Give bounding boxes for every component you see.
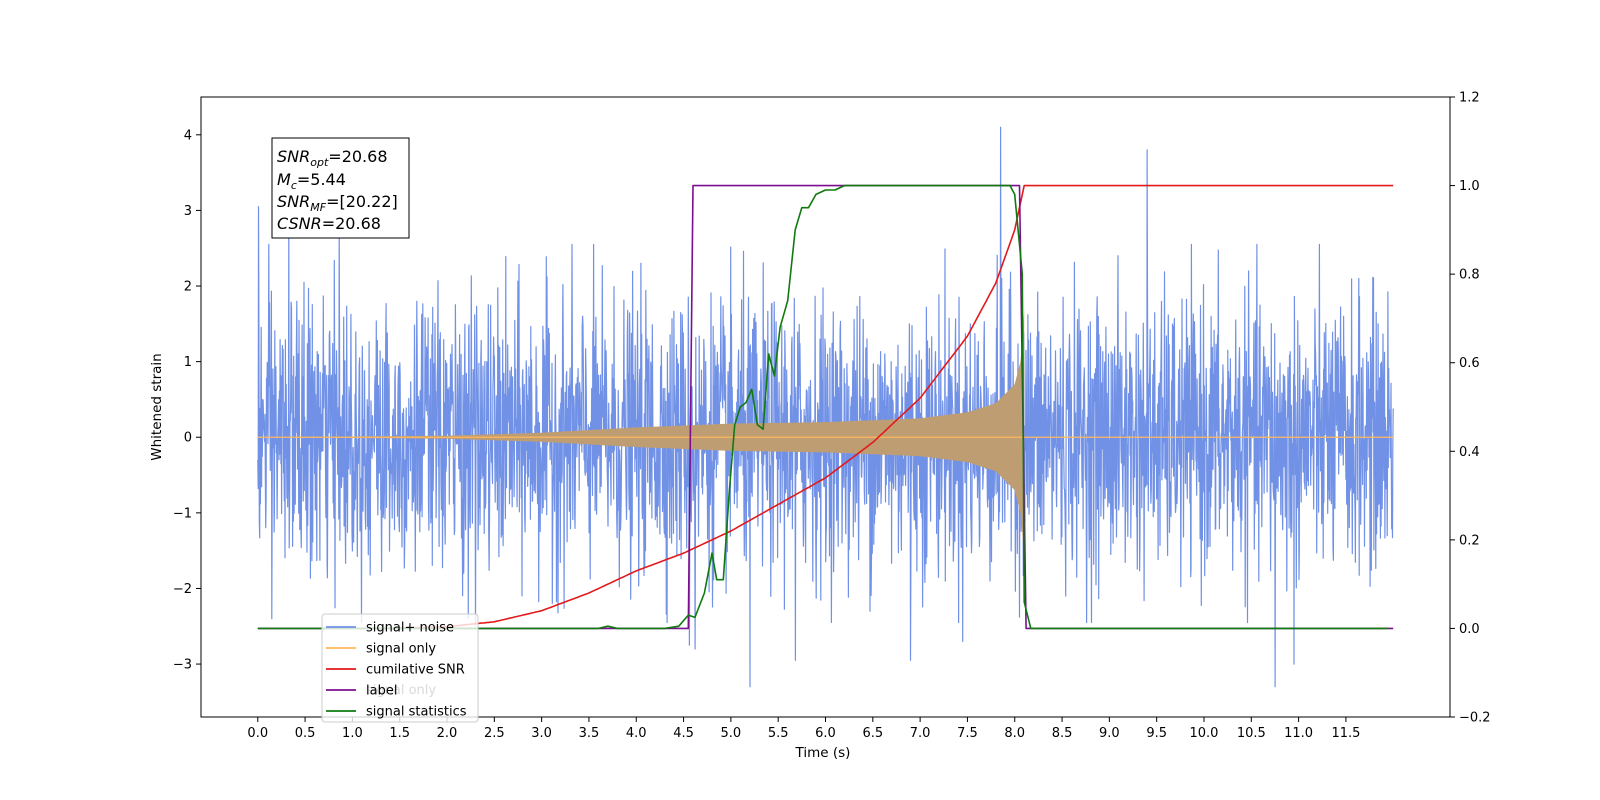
x-tick-label: 3.5 <box>579 726 600 741</box>
noise-series <box>257 126 1394 688</box>
y2-tick-label: −0.2 <box>1459 711 1491 726</box>
x-tick-label: 5.0 <box>721 726 742 741</box>
annotation-chirp-mass: Mc=5.44 <box>277 170 346 192</box>
x-tick-label: 8.0 <box>1004 726 1025 741</box>
x-tick-label: 8.5 <box>1052 726 1073 741</box>
x-tick-label: 2.0 <box>437 726 458 741</box>
probability-series <box>257 184 1394 630</box>
y-tick-label: −2 <box>173 582 192 597</box>
annotation-snr-mf: SNRMF=[20.22] <box>277 192 398 214</box>
annotation-snr-opt: SNRopt=20.68 <box>277 147 388 169</box>
y2-tick-label: 1.0 <box>1459 179 1480 194</box>
x-tick-label: 3.0 <box>531 726 552 741</box>
x-tick-label: 1.5 <box>389 726 410 741</box>
x-tick-label: 10.5 <box>1237 726 1266 741</box>
annotation-box: SNRopt=20.68 Mc=5.44 SNRMF=[20.22] CSNR=… <box>271 137 410 239</box>
legend: signal only signal+ noise signal only cumi… <box>321 613 479 723</box>
y-tick-label: 2 <box>184 280 192 295</box>
x-tick-label: 10.0 <box>1190 726 1219 741</box>
x-tick-label: 9.0 <box>1099 726 1120 741</box>
series-line-cumilative-snr <box>361 184 1394 630</box>
x-tick-label: 7.0 <box>910 726 931 741</box>
y-tick-label: 4 <box>184 128 192 143</box>
x-tick-label: 0.5 <box>295 726 316 741</box>
legend-frame <box>321 613 479 723</box>
legend-label: signal+ noise <box>366 621 454 636</box>
x-tick-label: 6.0 <box>815 726 836 741</box>
x-tick-label: 0.0 <box>247 726 268 741</box>
x-tick-label: 5.5 <box>768 726 789 741</box>
y2-tick-label: 0.8 <box>1459 268 1480 283</box>
y2-tick-label: 0.6 <box>1459 356 1480 371</box>
legend-label: signal only <box>366 642 436 657</box>
y-tick-label: −3 <box>173 658 192 673</box>
legend-label: label <box>366 684 397 699</box>
x-tick-label: 7.5 <box>957 726 978 741</box>
x-tick-label: 2.5 <box>484 726 505 741</box>
legend-label: cumilative SNR <box>366 663 465 678</box>
x-tick-label: 11.0 <box>1284 726 1313 741</box>
axes: 0.0 0.5 1.0 1.5 2.0 2.5 3.0 3.5 4.0 4.5 5.0 5.5 6.0 6… <box>173 91 1491 742</box>
annotation-csnr: CSNR=20.68 <box>277 214 381 233</box>
x-tick-label: 6.5 <box>862 726 883 741</box>
signal-only-series <box>257 308 1394 566</box>
series-line-signal-statistics <box>257 184 1389 630</box>
y2-tick-label: 0.4 <box>1459 445 1480 460</box>
x-tick-label: 11.5 <box>1331 726 1360 741</box>
noise-trace <box>257 126 1394 688</box>
x-tick-label: 1.0 <box>342 726 363 741</box>
x-tick-label: 9.5 <box>1146 726 1167 741</box>
x-tick-label: 4.5 <box>673 726 694 741</box>
x-axis-label: Time (s) <box>795 745 851 761</box>
legend-label: signal statistics <box>366 705 467 720</box>
y-tick-label: −1 <box>173 506 192 521</box>
y-axis-label: Whitened strain <box>149 353 165 460</box>
y2-tick-label: 1.2 <box>1459 91 1480 106</box>
x-tick-label: 4.0 <box>626 726 647 741</box>
y2-tick-label: 0.0 <box>1459 622 1480 637</box>
y-tick-label: 3 <box>184 204 192 219</box>
y-tick-label: 0 <box>184 431 192 446</box>
legend-hidden-overlap-text: signal only <box>366 683 436 698</box>
y2-tick-label: 0.2 <box>1459 533 1480 548</box>
y-tick-label: 1 <box>184 355 192 370</box>
